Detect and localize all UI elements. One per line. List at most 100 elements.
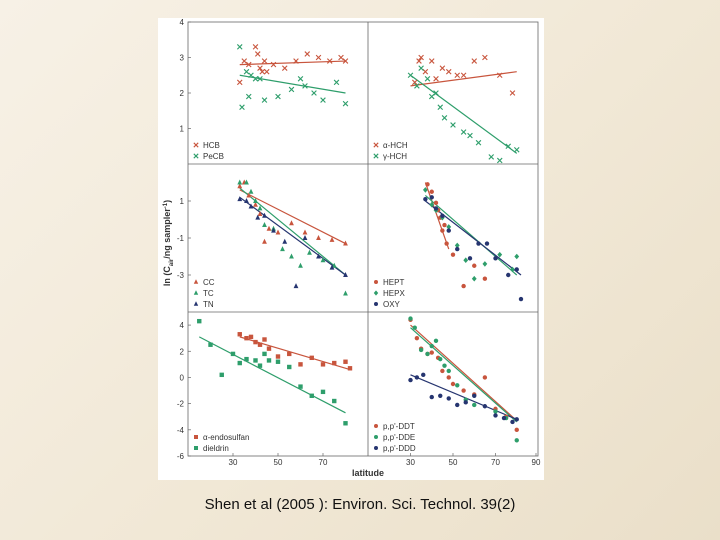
point-p-p-ddd <box>429 394 434 400</box>
point-hcb <box>281 65 288 71</box>
point-hept <box>429 189 434 194</box>
figure: 1 2 3 4 1 -1 -3 4 2 0 -2 -4 -6 30 50 70 30 50 70 90 HCB PeC… <box>158 18 544 480</box>
legend-label: p,p'-DDD <box>383 444 416 453</box>
point-p-p-dde <box>412 325 417 330</box>
point-tc <box>320 257 326 263</box>
point-tc <box>253 198 258 203</box>
point-hepx <box>446 224 452 230</box>
y-tick-labels: 1 2 3 4 1 -1 -3 4 2 0 -2 -4 -6 <box>177 18 191 461</box>
y-tick-label: -1 <box>177 234 185 243</box>
point-tn <box>271 227 276 233</box>
point-hcb <box>259 68 266 75</box>
legend-label: p,p'-DDE <box>383 433 415 442</box>
point-dieldrin <box>244 356 249 362</box>
point-hcb <box>261 58 268 64</box>
point-hept <box>472 263 477 268</box>
point-p-p-ddd <box>514 417 519 422</box>
legend-marker-endosulfan <box>194 435 198 439</box>
point-p-p-ddd <box>408 377 413 383</box>
panel-0 <box>236 44 349 110</box>
point-p-p-dde <box>425 351 430 357</box>
point-oxy <box>518 296 524 302</box>
point-tn <box>282 238 288 244</box>
legend-panel-5: p,p'-DDT p,p'-DDE p,p'-DDD <box>374 422 416 453</box>
point-cc <box>302 229 308 235</box>
point-p-p-ddt <box>514 427 519 433</box>
point-tn <box>262 212 267 218</box>
y-tick-label: -4 <box>177 426 185 435</box>
fit-line-hept <box>424 182 450 250</box>
point-dieldrin <box>262 351 267 357</box>
point-hepx <box>471 275 477 282</box>
point-oxy <box>493 256 498 261</box>
point-oxy <box>514 267 519 272</box>
point-pecb <box>236 44 243 50</box>
fit-line-dieldrin <box>198 336 346 414</box>
point-hch <box>441 115 448 121</box>
point-p-p-ddt <box>414 335 420 341</box>
point-pecb <box>302 83 308 89</box>
legend-label: TC <box>203 289 214 298</box>
point-cc <box>237 183 243 189</box>
point-dieldrin <box>298 384 303 389</box>
point-hch <box>505 143 512 150</box>
point-p-p-dde <box>433 338 439 343</box>
point-hcb <box>263 68 270 75</box>
point-hepx <box>422 187 428 193</box>
point-pecb <box>288 86 295 93</box>
point-hch <box>411 79 418 86</box>
y-tick-label: -3 <box>177 271 185 280</box>
point-dieldrin <box>266 358 272 363</box>
point-p-p-ddt <box>446 375 451 380</box>
x-axis-label: latitude <box>352 468 384 478</box>
point-oxy <box>440 213 445 218</box>
point-oxy <box>506 272 511 278</box>
point-cc <box>266 225 272 231</box>
fit-line-cc <box>239 189 346 245</box>
point-hcb <box>254 51 261 57</box>
point-hcb <box>241 58 248 64</box>
legend-panel-4: α-endosulfan dieldrin <box>194 433 249 453</box>
point-dieldrin <box>343 421 348 426</box>
point-hch <box>509 90 516 96</box>
fit-line-hch <box>410 74 518 154</box>
legend-marker-p-p-ddt <box>374 424 378 428</box>
point-hcb <box>315 54 322 61</box>
point-hch <box>450 122 456 128</box>
point-dieldrin <box>287 364 292 370</box>
legend-label: OXY <box>383 300 401 309</box>
point-pecb <box>248 72 254 79</box>
y-axis-label: ln (Cair/ng sampler-1) <box>162 200 175 286</box>
point-hch <box>471 58 478 64</box>
legend-label: HEPT <box>383 278 404 287</box>
point-hepx <box>454 242 460 249</box>
legend-marker-oxy <box>374 302 378 306</box>
point-tn <box>293 283 299 289</box>
point-tn <box>316 253 321 259</box>
point-p-p-ddd <box>455 402 460 408</box>
point-hch <box>433 76 439 82</box>
point-hcb <box>270 61 277 68</box>
point-hch <box>428 58 435 64</box>
point-hept <box>461 283 466 289</box>
panel-frames <box>187 21 539 457</box>
fit-line-hcb <box>239 60 346 66</box>
legend-panel-0: HCB PeCB <box>193 141 224 161</box>
point-tc <box>331 262 337 268</box>
citation-caption: Shen et al (2005 ): Environ. Sci. Techno… <box>204 496 516 513</box>
data-points <box>197 44 524 443</box>
legend-label: HCB <box>203 141 220 150</box>
point-tc <box>262 222 267 228</box>
point-p-p-ddd <box>472 393 477 398</box>
point-pecb <box>333 79 340 86</box>
y-tick-label: 2 <box>180 89 185 98</box>
point-oxy <box>446 228 451 233</box>
x-tick-label: 70 <box>319 458 328 467</box>
point-hept <box>442 222 447 228</box>
point-endosulfan <box>298 362 303 367</box>
point-cc <box>329 236 335 242</box>
x-tick-label: 50 <box>274 458 283 467</box>
point-dieldrin <box>275 359 281 364</box>
y-tick-label: 4 <box>180 321 185 330</box>
point-hcb <box>293 58 299 64</box>
